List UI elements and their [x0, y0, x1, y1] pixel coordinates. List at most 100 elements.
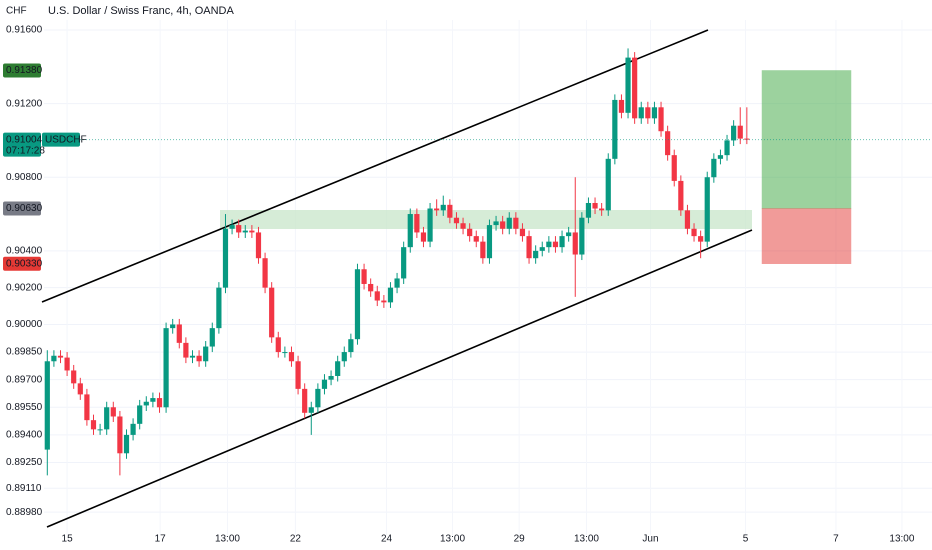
candle-body	[57, 355, 64, 358]
candle-body	[196, 355, 202, 362]
y-tick-label: 0.89250	[6, 457, 43, 468]
candle-body	[691, 228, 697, 237]
x-tick-label: Jun	[642, 534, 658, 545]
candle-body	[209, 328, 215, 347]
lower-channel-line	[46, 229, 753, 528]
candle-body	[64, 357, 70, 371]
candle-body	[585, 202, 592, 218]
candle-body	[170, 324, 176, 329]
candle-body	[236, 225, 242, 233]
candle-body	[242, 230, 248, 233]
loss-zone	[761, 208, 852, 264]
candle-body	[110, 407, 116, 417]
candle-body	[335, 361, 341, 376]
candle-body	[592, 202, 598, 209]
y-tick-label: 0.88980	[6, 507, 43, 518]
candle-body	[176, 324, 182, 343]
candle-body	[731, 125, 737, 141]
candle-body	[262, 258, 268, 288]
candle-body	[321, 379, 328, 389]
candle-body	[704, 177, 710, 242]
candle-body	[288, 352, 295, 362]
candle-body	[460, 223, 466, 229]
candle-body	[341, 352, 347, 362]
candle-body	[566, 232, 572, 237]
candle-body	[737, 125, 743, 139]
candle-body	[665, 131, 671, 156]
countdown: 07:17:28	[6, 145, 45, 156]
candle-body	[420, 232, 427, 242]
candle-body	[473, 236, 479, 242]
candle-body	[222, 228, 229, 288]
candle-body	[183, 342, 189, 358]
candle-body	[394, 278, 400, 288]
x-tick-label: 13:00	[889, 534, 914, 545]
candle-body	[275, 337, 281, 353]
candle-body	[744, 138, 750, 140]
candle-body	[493, 221, 499, 226]
y-tick-label: 0.91200	[6, 98, 43, 109]
x-tick-label: 7	[833, 534, 839, 545]
upper-channel-line	[41, 29, 709, 303]
candle-body	[216, 287, 222, 329]
candle-body	[308, 407, 314, 413]
x-tick-label: 13:00	[440, 534, 465, 545]
candle-body	[625, 57, 631, 113]
candle-body	[51, 355, 57, 362]
price-label-box	[3, 63, 41, 78]
candle-body	[678, 180, 684, 211]
candle-body	[579, 217, 585, 255]
candle-body	[90, 420, 97, 430]
price-label: 0.90330	[6, 258, 43, 269]
candle-body	[117, 416, 123, 454]
candle-body	[698, 236, 704, 242]
candle-body	[387, 287, 394, 303]
candle-body	[156, 398, 163, 408]
candle-body	[143, 401, 149, 406]
candle-body	[401, 247, 407, 279]
y-tick-label: 0.90200	[6, 282, 43, 293]
candle-body	[506, 217, 512, 229]
candle-body	[612, 99, 618, 159]
candle-body	[189, 355, 196, 358]
y-tick-label: 0.91600	[6, 25, 43, 36]
candle-body	[605, 158, 611, 211]
x-tick-label: 13:00	[574, 534, 599, 545]
candle-body	[513, 217, 519, 229]
y-tick-label: 0.89850	[6, 347, 43, 358]
candle-body	[658, 107, 664, 132]
candle-body	[572, 232, 578, 255]
candle-body	[361, 269, 367, 284]
axis-labels: 0.91600 0.91200 0.90800 0.90400 0.90200 0.900…	[3, 25, 915, 545]
candle-body	[618, 99, 625, 113]
candle-body	[533, 250, 539, 259]
x-tick-label: 22	[290, 534, 302, 545]
candle-body	[559, 236, 565, 248]
symbol-label: USDCHF	[45, 134, 87, 145]
candle-body	[104, 407, 110, 430]
candle-body	[645, 107, 651, 119]
price-label: 0.90630	[6, 203, 43, 214]
candle-body	[123, 434, 130, 454]
candle-body	[163, 328, 169, 408]
y-tick-label: 0.90800	[6, 172, 43, 183]
candle-body	[651, 107, 658, 119]
candle-body	[467, 228, 473, 237]
candle-body	[500, 221, 506, 229]
candle-body	[354, 269, 361, 340]
candle-body	[150, 398, 156, 402]
support-zone	[220, 210, 752, 229]
candle-body	[130, 423, 136, 435]
candle-body	[374, 291, 380, 301]
candle-body	[684, 210, 691, 229]
candle-body	[711, 158, 717, 178]
candle-body	[229, 225, 235, 229]
x-tick-label: 5	[743, 534, 749, 545]
candle-body	[407, 214, 413, 248]
candle-body	[282, 352, 288, 354]
y-tick-label: 0.89110	[6, 483, 42, 494]
candle-body	[348, 339, 354, 353]
candle-body	[519, 228, 526, 237]
candles	[44, 48, 932, 476]
